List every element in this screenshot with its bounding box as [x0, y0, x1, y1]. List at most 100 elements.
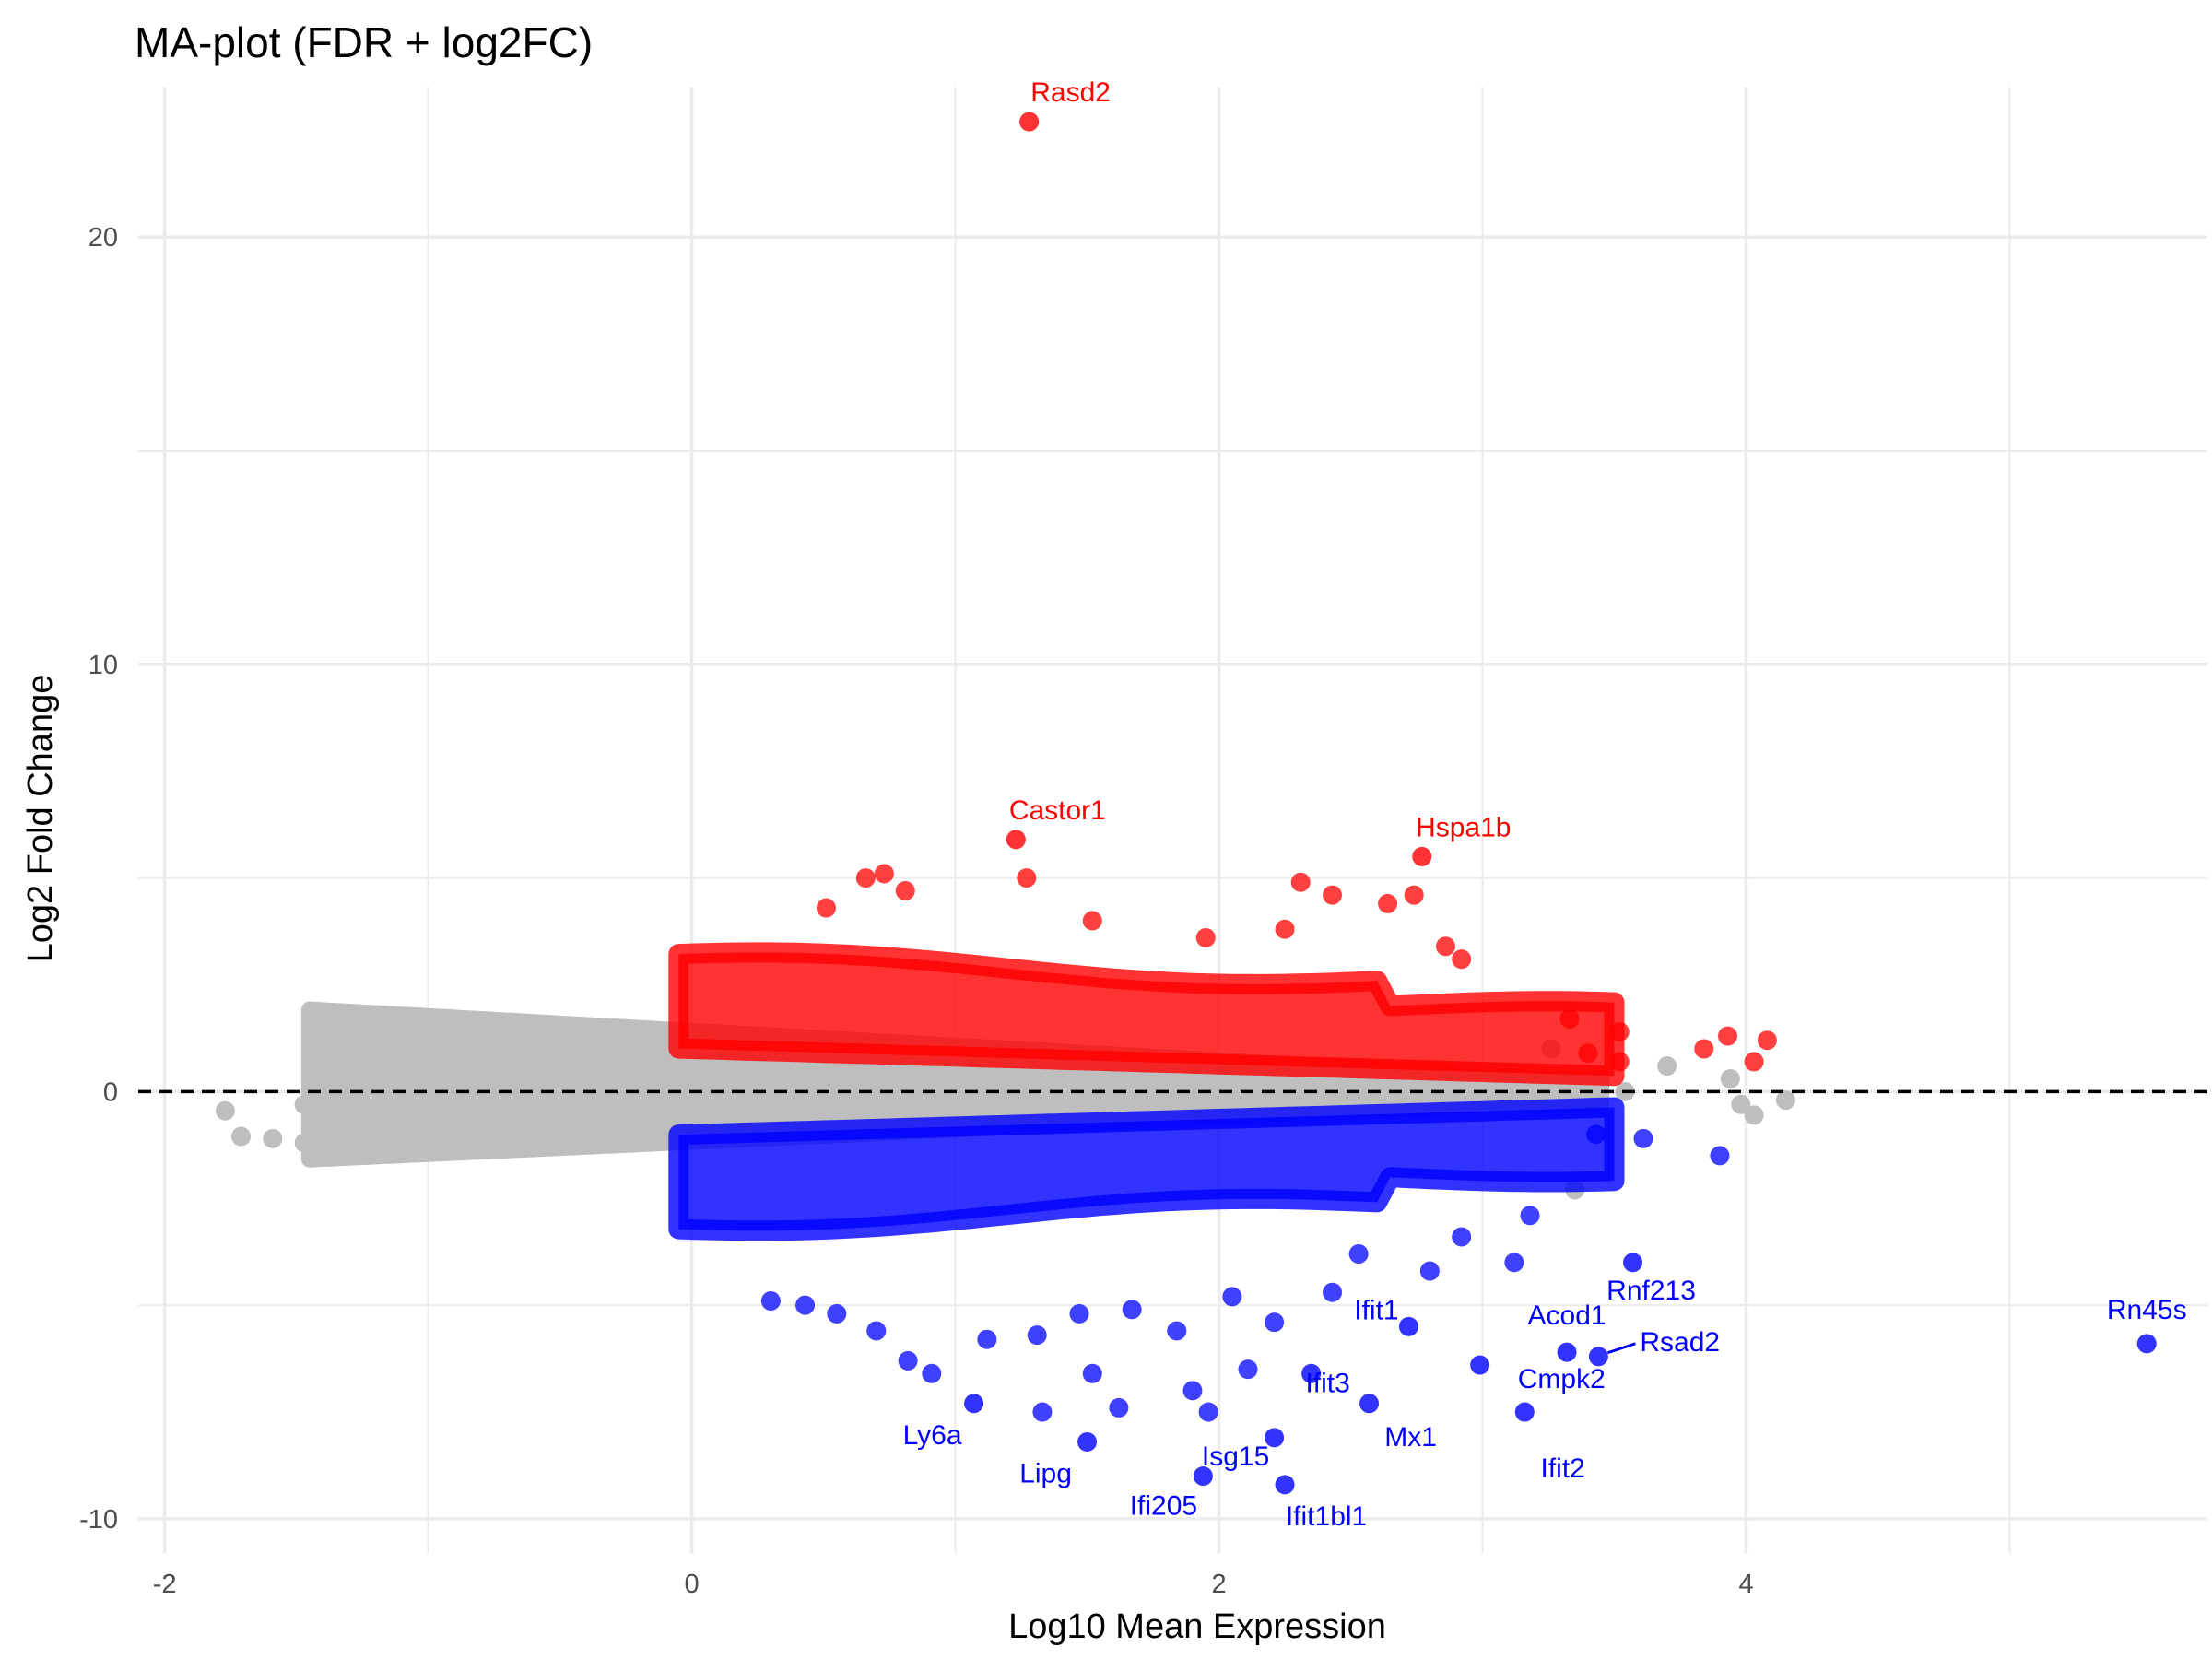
down-point: [1348, 1244, 1369, 1265]
gene-label: Ly6a: [903, 1420, 962, 1451]
gene-label: Hspa1b: [1416, 812, 1511, 842]
up-point: [1694, 1039, 1714, 1059]
labeled-point: [1275, 1475, 1295, 1495]
ns-point: [1731, 1094, 1751, 1114]
up-point: [1718, 1026, 1738, 1046]
y-tick-label: 10: [88, 651, 118, 680]
down-point: [1027, 1325, 1047, 1346]
labeled-point: [1557, 1342, 1577, 1362]
labeled-point: [1514, 1402, 1535, 1422]
significant-points: [668, 112, 2157, 1495]
down-point: [1122, 1300, 1142, 1320]
ns-point: [1775, 1090, 1795, 1111]
ns-point: [1657, 1056, 1677, 1077]
gene-label: Rn45s: [2107, 1295, 2187, 1325]
ns-point: [1720, 1068, 1740, 1088]
axis-ticks: -2 0 2 4 -10 0 10 20: [79, 223, 1754, 1599]
ns-point: [231, 1126, 252, 1147]
ns-point: [263, 1128, 283, 1148]
down-point: [1238, 1359, 1258, 1380]
up-point: [1609, 1021, 1630, 1041]
down-point: [795, 1295, 816, 1315]
chart-title: MA-plot (FDR + log2FC): [135, 18, 593, 66]
x-tick-label: 2: [1211, 1570, 1226, 1599]
labeled-point: [1398, 1316, 1418, 1336]
y-tick-label: -10: [79, 1505, 118, 1535]
up-point: [1082, 911, 1102, 931]
gene-label: Castor1: [1009, 795, 1106, 826]
down-point: [1633, 1128, 1653, 1148]
labeled-point: [1265, 1428, 1285, 1448]
y-axis-title: Log2 Fold Change: [21, 675, 60, 963]
gene-label: Rnf213: [1606, 1276, 1696, 1306]
up-point: [1290, 872, 1311, 892]
gene-label: Ifit3: [1305, 1368, 1349, 1398]
labeled-point: [1301, 1363, 1322, 1383]
labeled-point: [1193, 1466, 1213, 1487]
down-point: [1520, 1206, 1540, 1226]
gene-label: Ifit1bl1: [1286, 1501, 1367, 1532]
gene-label: Ifit2: [1540, 1453, 1584, 1484]
gene-labels: Rasd2 Castor1 Hspa1b Rn45s Rnf213 Rsad2 Acod1 C…: [903, 77, 2187, 1532]
up-point: [1404, 885, 1424, 905]
up-point: [1435, 936, 1455, 957]
up-point: [1559, 1009, 1580, 1030]
down-point: [1069, 1303, 1089, 1324]
down-point: [1452, 1227, 1472, 1247]
label-leader-line: [1606, 1342, 1636, 1355]
down-point: [827, 1303, 847, 1324]
down-point: [898, 1350, 918, 1371]
down-point: [1222, 1287, 1242, 1307]
gene-label: Isg15: [1202, 1441, 1269, 1472]
up-point: [1609, 1052, 1630, 1072]
down-point: [977, 1329, 997, 1349]
labeled-point: [1588, 1347, 1608, 1367]
down-point: [1109, 1397, 1129, 1418]
gene-label: Mx1: [1384, 1422, 1437, 1453]
gene-label: Lipg: [1019, 1458, 1072, 1488]
up-point: [1275, 919, 1295, 939]
labeled-point: [1623, 1253, 1643, 1273]
down-point: [1504, 1253, 1524, 1273]
labeled-point: [1077, 1431, 1098, 1452]
gene-label: Ifit1: [1354, 1295, 1398, 1325]
up-point: [1323, 885, 1343, 905]
up-point: [1452, 949, 1472, 970]
labeled-point: [1006, 830, 1026, 850]
up-point: [874, 864, 894, 884]
up-point: [1744, 1052, 1764, 1072]
x-tick-label: 0: [685, 1570, 700, 1599]
labeled-point: [2136, 1334, 2157, 1354]
y-tick-label: 0: [103, 1077, 118, 1107]
down-point: [1265, 1312, 1285, 1333]
upregulated-band: [668, 942, 1625, 1087]
x-axis-title: Log10 Mean Expression: [1008, 1607, 1386, 1646]
labeled-point: [1019, 112, 1040, 132]
gene-label: Ifi205: [1130, 1491, 1197, 1522]
down-point: [1419, 1261, 1440, 1281]
labeled-point: [1470, 1355, 1490, 1375]
x-tick-label: 4: [1738, 1570, 1753, 1599]
up-point: [1195, 927, 1216, 947]
labeled-point: [964, 1394, 984, 1414]
down-point: [1182, 1381, 1203, 1401]
down-point: [1167, 1321, 1187, 1341]
ns-point: [215, 1100, 235, 1121]
ns-point: [1744, 1105, 1764, 1125]
gene-label: Cmpk2: [1518, 1364, 1606, 1394]
y-tick-label: 20: [88, 223, 118, 253]
down-point: [1082, 1363, 1102, 1383]
labeled-point: [1359, 1394, 1380, 1414]
down-point: [922, 1363, 942, 1383]
down-point: [760, 1291, 781, 1312]
labeled-point: [1412, 846, 1432, 866]
down-point: [1198, 1402, 1218, 1422]
up-point: [1757, 1030, 1777, 1051]
x-tick-label: -2: [153, 1570, 177, 1599]
down-point: [1586, 1124, 1606, 1145]
up-point: [895, 880, 915, 900]
up-point: [1017, 868, 1037, 888]
up-point: [816, 898, 836, 918]
down-point: [1032, 1402, 1053, 1422]
